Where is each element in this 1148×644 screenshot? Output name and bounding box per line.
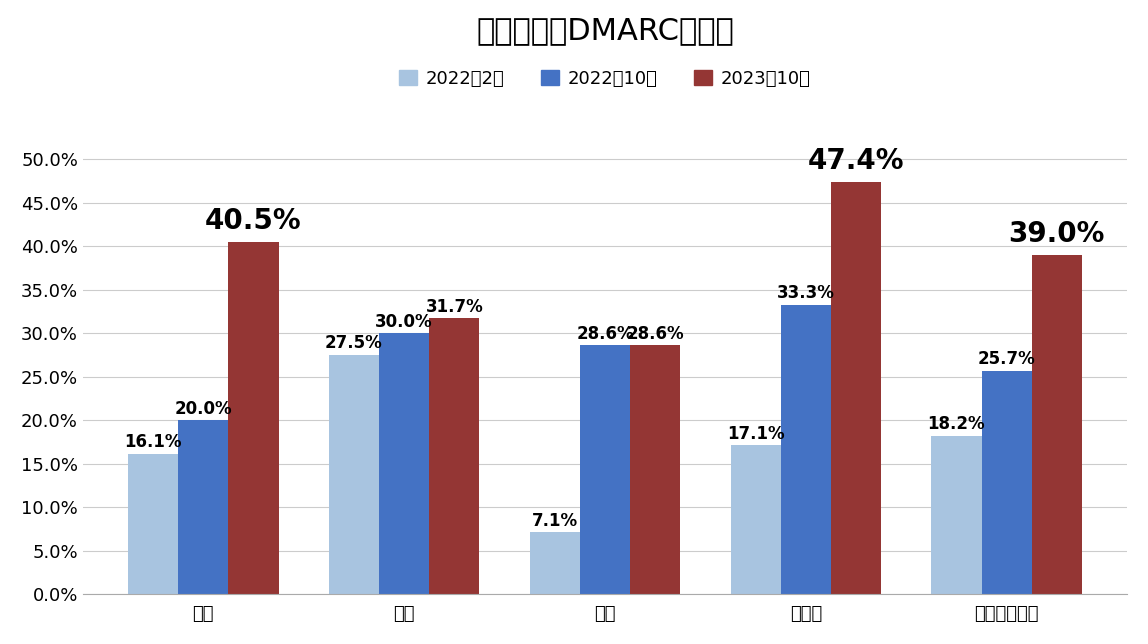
- Text: 16.1%: 16.1%: [124, 433, 181, 451]
- Legend: 2022年2月, 2022年10月, 2023年10月: 2022年2月, 2022年10月, 2023年10月: [391, 63, 819, 95]
- Text: 28.6%: 28.6%: [576, 325, 634, 343]
- Bar: [228, 242, 279, 594]
- Text: 33.3%: 33.3%: [777, 284, 835, 302]
- Bar: [1032, 255, 1081, 594]
- Bar: [529, 533, 580, 594]
- Text: 25.7%: 25.7%: [978, 350, 1035, 368]
- Bar: [379, 333, 429, 594]
- Bar: [831, 182, 882, 594]
- Text: 27.5%: 27.5%: [325, 334, 382, 352]
- Text: 40.5%: 40.5%: [205, 207, 302, 235]
- Text: 20.0%: 20.0%: [174, 399, 232, 417]
- Text: 17.1%: 17.1%: [727, 425, 784, 443]
- Bar: [328, 355, 379, 594]
- Text: 30.0%: 30.0%: [375, 312, 433, 330]
- Bar: [931, 436, 982, 594]
- Bar: [630, 345, 681, 594]
- Bar: [178, 420, 228, 594]
- Text: 7.1%: 7.1%: [532, 512, 577, 530]
- Bar: [781, 305, 831, 594]
- Bar: [129, 454, 178, 594]
- Text: 31.7%: 31.7%: [426, 298, 483, 316]
- Bar: [429, 319, 480, 594]
- Text: 28.6%: 28.6%: [627, 325, 684, 343]
- Text: 18.2%: 18.2%: [928, 415, 985, 433]
- Bar: [730, 446, 781, 594]
- Bar: [982, 371, 1032, 594]
- Text: 47.4%: 47.4%: [808, 147, 905, 175]
- Bar: [580, 345, 630, 594]
- Text: 39.0%: 39.0%: [1009, 220, 1106, 248]
- Title: 金融機関のDMARC導入率: 金融機関のDMARC導入率: [476, 17, 734, 46]
